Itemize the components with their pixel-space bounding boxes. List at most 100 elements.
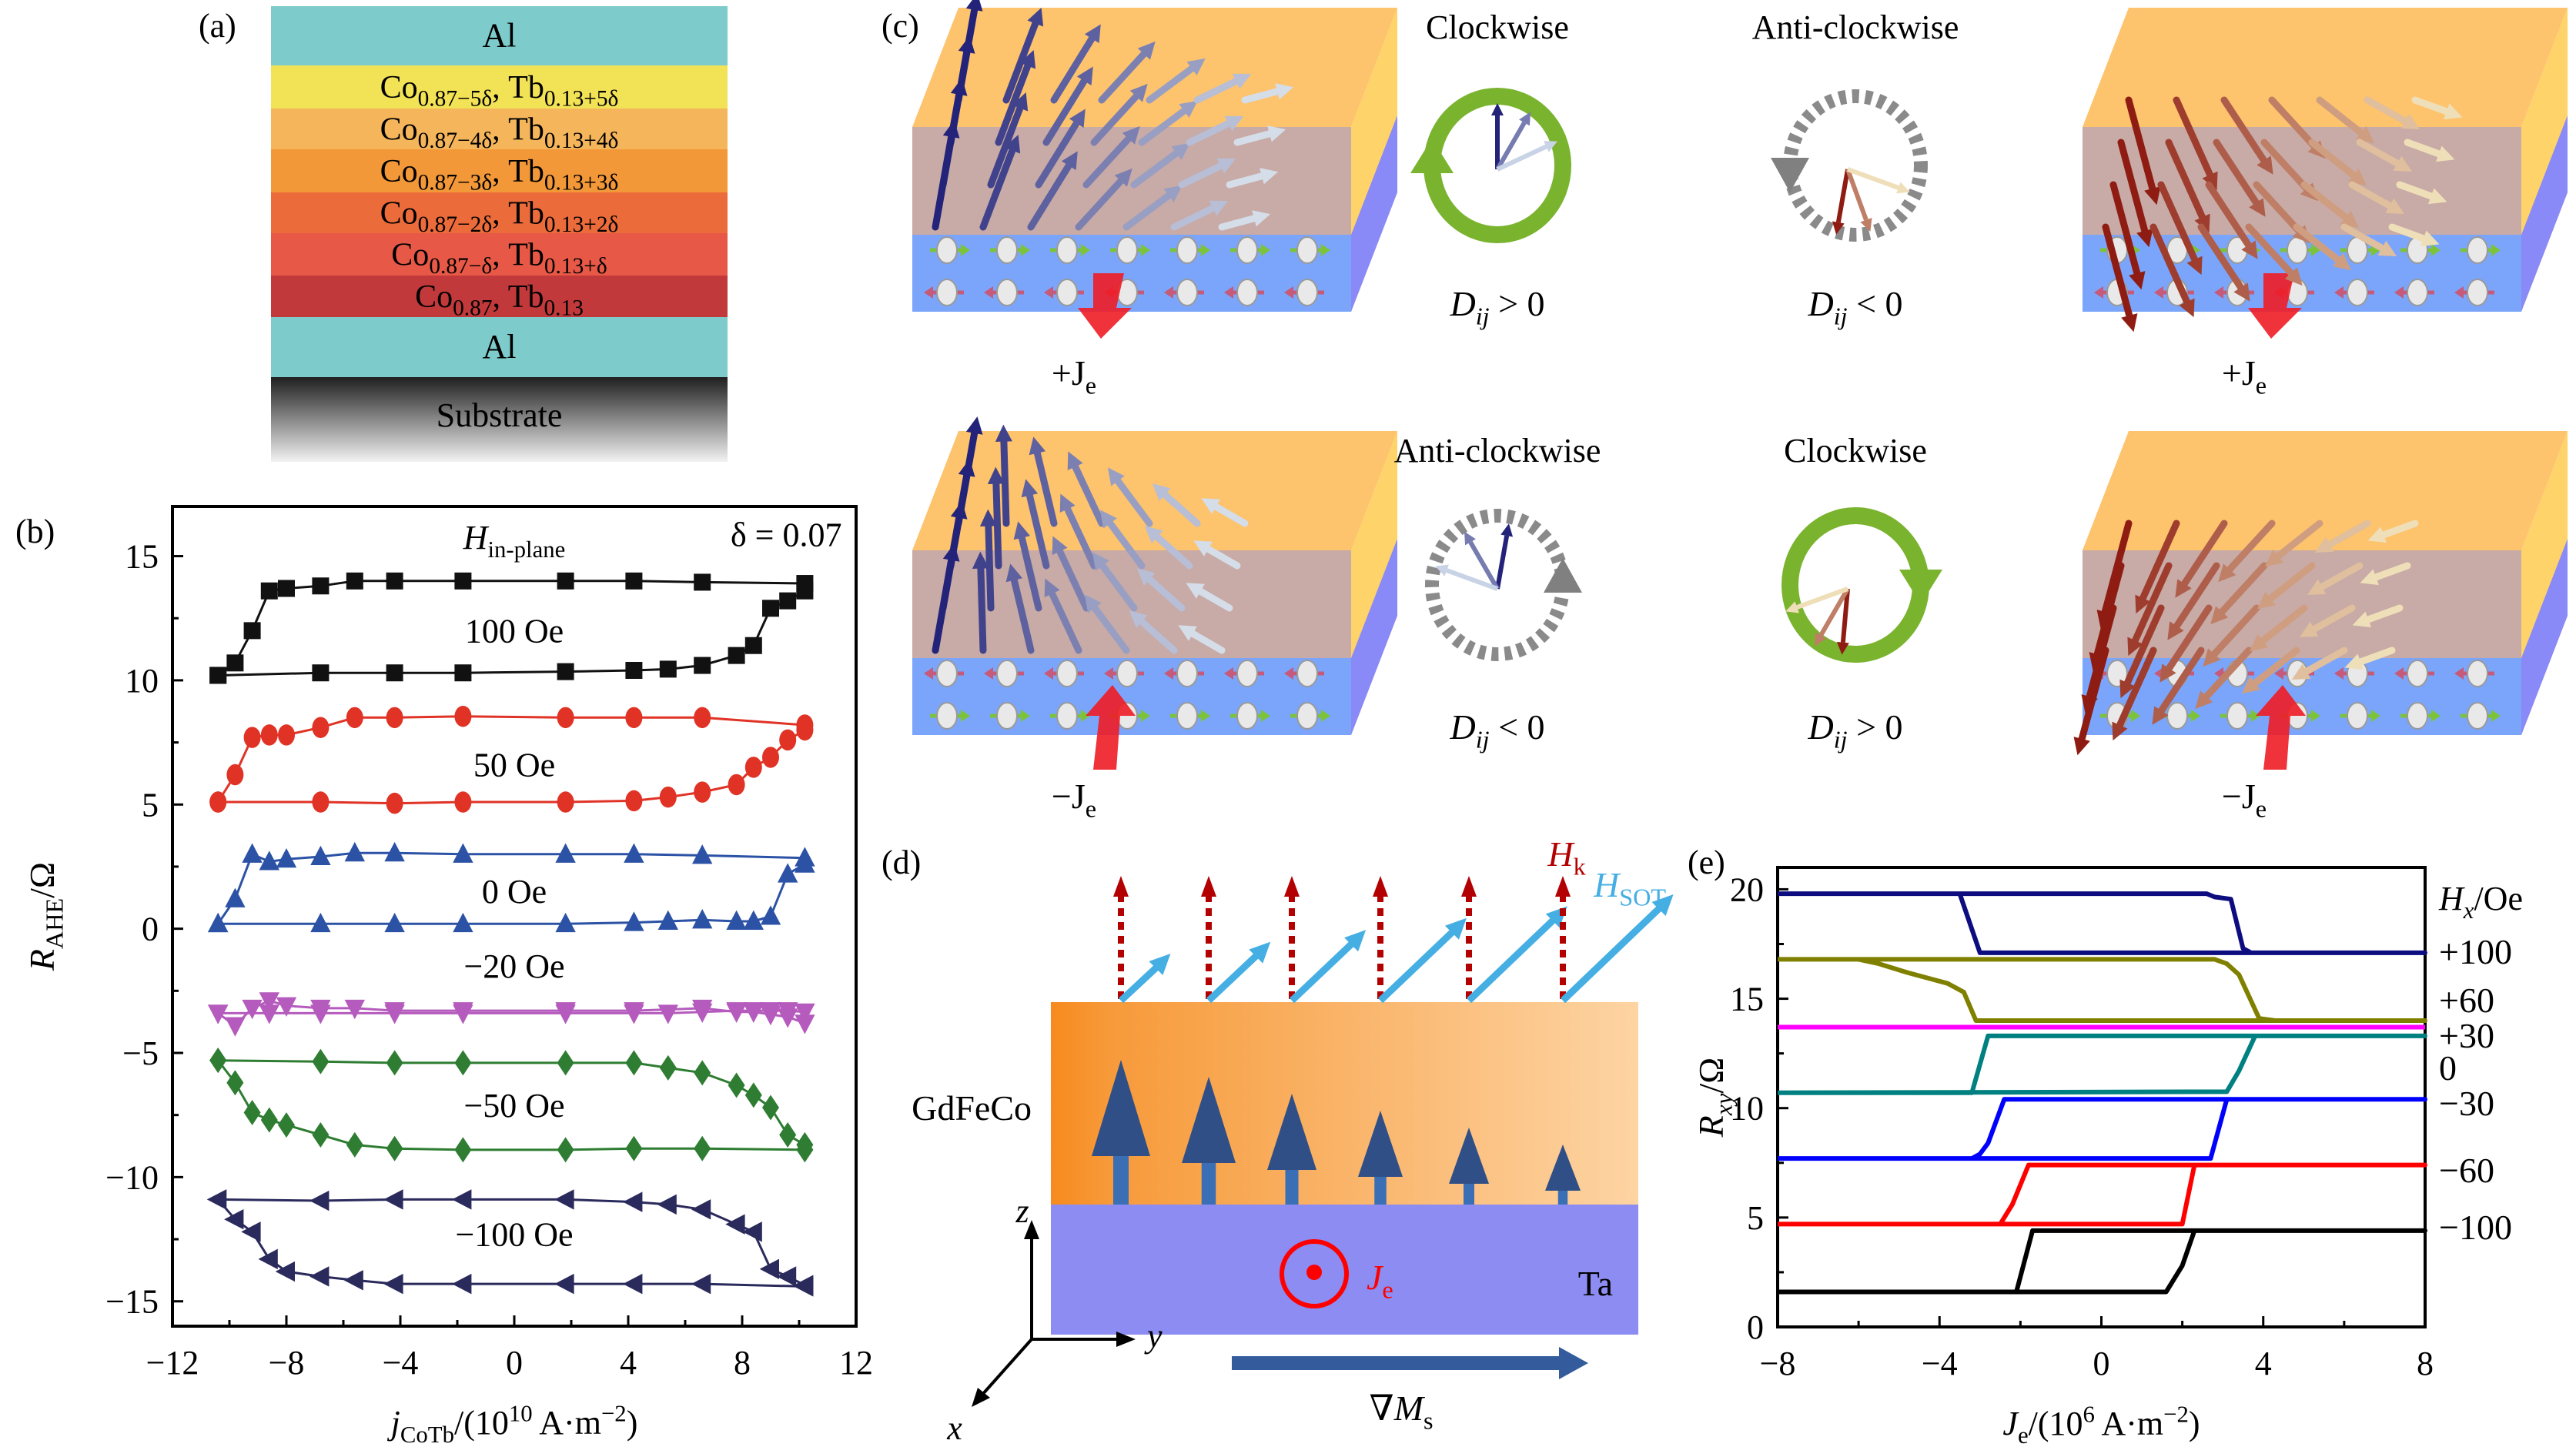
legend-title: Hx/Oe (2438, 880, 2523, 924)
hsot-symbol: H (1593, 865, 1621, 904)
magnetization-arrow (2197, 223, 2245, 291)
data-point (624, 843, 644, 863)
xlabel-rest: /(10 (454, 1404, 509, 1442)
data-point (310, 845, 331, 866)
magnetization-arrow (1204, 545, 1241, 570)
magnetization-arrow-head (1067, 451, 1083, 471)
current-sign: +J (1052, 353, 1086, 393)
electron (1056, 236, 1078, 264)
hk-label: Hk (1547, 834, 1586, 881)
magnetization-arrow-head (2393, 155, 2413, 172)
layer-4 (271, 192, 728, 233)
data-point (312, 717, 330, 738)
magnetization-arrow-head (2284, 267, 2303, 286)
magnetization-arrow-head (2400, 113, 2420, 130)
x-tick-label: 4 (2255, 1345, 2272, 1382)
magnetization-arrow-head (2179, 298, 2195, 318)
electron (1176, 236, 1198, 264)
x-tick-label: 4 (620, 1344, 637, 1382)
magnetization-arrow (2388, 223, 2427, 242)
layer-6 (271, 276, 728, 317)
magnetization-arrow-head (2203, 648, 2221, 667)
current-arrow (1078, 273, 1132, 339)
data-point (454, 664, 472, 682)
magnetization-arrow (1027, 162, 1072, 231)
magnetization-arrow (1186, 120, 1232, 146)
data-point (624, 911, 644, 931)
data-point (743, 910, 764, 930)
data-point (795, 853, 815, 873)
magnetization-arrow-head (1136, 568, 1156, 586)
magnetization-arrow (2268, 96, 2318, 150)
data-point (384, 912, 405, 933)
spin-arrow-head (1104, 667, 1113, 680)
magnetization-arrow (2116, 647, 2157, 729)
legend-title-rest: /Oe (2474, 880, 2523, 917)
series-line-+100 (1778, 891, 2427, 955)
ylabel-rest: /Ω (22, 862, 62, 898)
data-point (623, 1273, 643, 1295)
magnetization-arrow (2226, 520, 2276, 573)
data-point (224, 1209, 244, 1230)
ferromagnet-front-face (912, 127, 1351, 235)
spin-arrow-head (2491, 710, 2501, 722)
spin-arrow-head (2311, 244, 2320, 256)
data-point (659, 1054, 677, 1081)
magnetization-arrow (2260, 139, 2310, 192)
spin-arrow-head (2394, 667, 2404, 680)
data-point (386, 1050, 403, 1076)
curve-label: −100 Oe (455, 1216, 573, 1254)
electron (2347, 702, 2368, 730)
current-out-of-plane-circle (1280, 1239, 1349, 1308)
magnetization-arrow-head (1061, 151, 1078, 170)
rotation-spin-arrow-head (1860, 218, 1872, 232)
electron (2166, 702, 2188, 730)
magnetization-arrow-head (1267, 125, 1286, 142)
magnetization-arrow-head (1252, 210, 1271, 227)
magnetization-arrow-head (2195, 690, 2213, 710)
rotation-spin-arrow-head (1544, 141, 1557, 152)
legend-title-sub: x (2463, 897, 2474, 924)
data-point (243, 622, 261, 640)
dmi-sign-label: Dij > 0 (1807, 707, 1902, 754)
xlabel-rest: /(10 (2029, 1405, 2083, 1442)
data-point (760, 1002, 781, 1022)
legend-entry: +60 (2439, 981, 2494, 1020)
hsot-label: HSOT (1593, 865, 1666, 911)
dmi-symbol: D (1807, 284, 1833, 323)
separator: , (492, 70, 508, 105)
electron (1056, 660, 1078, 687)
magnetization-arrow (2157, 647, 2205, 714)
magnetization-arrow (1072, 463, 1106, 527)
magnetization-arrow (1233, 130, 1273, 146)
spin-arrow-head (2491, 244, 2501, 256)
magnetization-arrow (2348, 181, 2394, 209)
data-point (762, 600, 779, 617)
dmi-sign-label: Dij > 0 (1449, 284, 1544, 330)
data-point (557, 572, 574, 590)
magnetization-arrow-head (2367, 526, 2387, 543)
magnetization-arrow-head (2307, 579, 2327, 596)
data-point (206, 1189, 227, 1210)
magnetization-arrow-head (1171, 142, 1190, 160)
magnetization-arrow-head (2129, 271, 2146, 290)
magnetization-arrow-head (2314, 536, 2334, 553)
data-point (657, 910, 678, 930)
curve-label: 0 Oe (482, 873, 547, 911)
magnetization-arrow (1064, 505, 1098, 570)
electron (1236, 702, 1258, 730)
rotation-arrow-head (1410, 139, 1454, 173)
data-point (657, 1194, 677, 1215)
magnetization-arrow (1138, 618, 1178, 654)
element-tb: Tb (508, 154, 544, 189)
electron (996, 660, 1018, 687)
magnetization-arrow-head (1019, 49, 1036, 69)
magnetization-arrow (1138, 107, 1188, 146)
rotation-label: Clockwise (1784, 432, 1927, 470)
dmi-cell-3: −Je Clockwise Dij > 0 (1781, 431, 2568, 823)
spin-arrow-head (2131, 710, 2140, 722)
magnetization-arrow-head (1129, 83, 1148, 102)
y-axis-label: y (1144, 1317, 1163, 1355)
magnetization-arrow-head (1059, 493, 1076, 513)
magnetization-arrow (2173, 96, 2214, 179)
